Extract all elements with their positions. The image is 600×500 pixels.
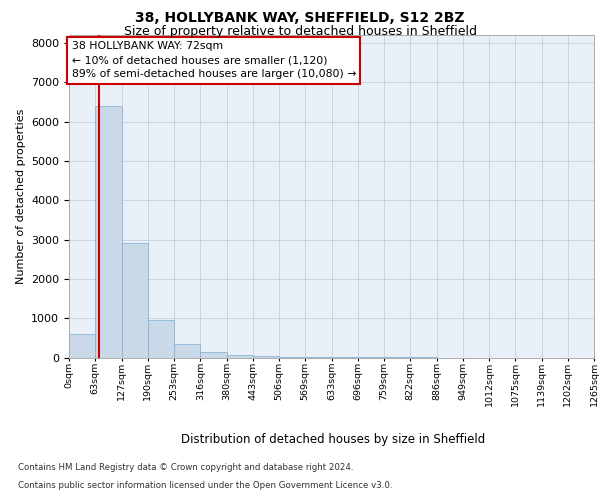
Bar — [227, 354, 253, 358]
Text: Contains HM Land Registry data © Crown copyright and database right 2024.: Contains HM Land Registry data © Crown c… — [18, 464, 353, 472]
Text: 38 HOLLYBANK WAY: 72sqm
← 10% of detached houses are smaller (1,120)
89% of semi: 38 HOLLYBANK WAY: 72sqm ← 10% of detache… — [71, 42, 356, 80]
Text: Contains public sector information licensed under the Open Government Licence v3: Contains public sector information licen… — [18, 481, 392, 490]
Bar — [174, 344, 200, 357]
Text: Distribution of detached houses by size in Sheffield: Distribution of detached houses by size … — [181, 432, 485, 446]
Bar — [148, 320, 174, 358]
Text: 38, HOLLYBANK WAY, SHEFFIELD, S12 2BZ: 38, HOLLYBANK WAY, SHEFFIELD, S12 2BZ — [135, 12, 465, 26]
Bar — [253, 356, 279, 358]
Bar — [200, 352, 227, 358]
Y-axis label: Number of detached properties: Number of detached properties — [16, 108, 26, 284]
Bar — [95, 106, 121, 358]
Bar — [69, 334, 95, 357]
Bar — [121, 244, 148, 358]
Text: Size of property relative to detached houses in Sheffield: Size of property relative to detached ho… — [124, 25, 476, 38]
